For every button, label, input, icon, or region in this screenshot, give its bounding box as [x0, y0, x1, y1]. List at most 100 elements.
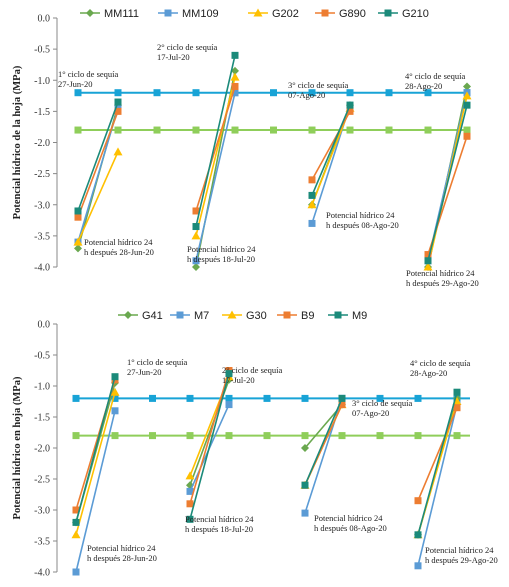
data-point [231, 51, 239, 59]
data-point [225, 370, 233, 378]
reference-marker [153, 126, 161, 134]
data-point [111, 373, 119, 381]
cycle-annotation: 4° ciclo de sequía 28-Ago-20 [410, 358, 471, 378]
legend-label: G890 [339, 8, 366, 20]
data-point [231, 66, 239, 75]
after-annotation: Potencial hídrico 24 h después 18-Jul-20 [185, 514, 254, 534]
reference-marker [414, 394, 422, 402]
legend-marker [321, 9, 329, 17]
after-annotation: Potencial hídrico 24 h después 29-Ago-20 [425, 545, 498, 565]
reference-marker [376, 394, 384, 402]
legend-marker [164, 9, 172, 17]
reference-marker [263, 432, 271, 440]
reference-marker [346, 89, 354, 97]
data-point [72, 518, 80, 526]
y-tick-label: -2.5 [34, 475, 50, 486]
legend-entry: G202 [248, 8, 299, 20]
data-point [114, 98, 122, 106]
y-tick-label: -1.0 [34, 76, 50, 87]
data-point [114, 107, 122, 115]
legend-label: MM109 [182, 8, 219, 20]
legend-label: M7 [194, 310, 209, 322]
data-point [74, 244, 82, 253]
legend-entry: M9 [328, 310, 367, 322]
data-point [192, 207, 200, 215]
legend-label: B9 [301, 310, 314, 322]
data-point [111, 407, 119, 415]
y-tick-label: -3.0 [34, 200, 50, 211]
data-point [225, 401, 233, 409]
reference-marker [270, 89, 277, 97]
series-line [75, 376, 116, 523]
reference-marker [74, 89, 82, 97]
legend-marker [227, 310, 237, 319]
reference-marker [225, 394, 233, 402]
legend-label: G210 [402, 8, 429, 20]
data-point [72, 506, 80, 514]
reference-marker [72, 432, 80, 440]
legend-marker [176, 311, 184, 319]
data-point [414, 531, 422, 539]
series-line [195, 76, 236, 237]
series-line [417, 407, 458, 502]
cycle-annotation: 1° ciclo de sequía 27-Jun-20 [127, 357, 188, 377]
data-point [186, 500, 194, 508]
reference-marker [192, 126, 200, 134]
reference-marker [225, 432, 233, 440]
data-point [414, 562, 422, 570]
legend-entry: G210 [378, 8, 429, 20]
data-point [301, 444, 309, 452]
y-tick-label: -2.5 [34, 169, 50, 180]
reference-marker [453, 432, 461, 440]
cycle-annotation: 3° ciclo de sequía 07-Ago-20 [352, 398, 413, 418]
legend-label: G202 [272, 8, 299, 20]
legend-marker [384, 9, 392, 17]
chart-1: 0.0 -0.5 -1.0 -1.5 -2.0 -2.5 -3.0 -3.5 -4.0 Poten… [12, 8, 479, 288]
legend-label: G41 [142, 310, 163, 322]
data-point [346, 101, 354, 109]
cycle-annotation: 1° ciclo de sequía 27-Jun-20 [58, 69, 119, 89]
legend-marker [124, 311, 132, 319]
data-point [301, 481, 309, 489]
series-line [195, 55, 236, 227]
legend-entry: G30 [222, 310, 267, 322]
data-point [192, 263, 200, 271]
data-point [71, 530, 81, 539]
data-point [74, 213, 82, 221]
y-tick-label: -4.0 [34, 568, 50, 579]
data-point [113, 147, 123, 156]
y-tick-label: -3.5 [34, 537, 50, 548]
data-point [230, 72, 240, 81]
data-point [453, 388, 461, 396]
data-point [72, 568, 80, 576]
legend-entry: MM109 [158, 8, 219, 20]
data-point [73, 237, 83, 246]
y-tick-label: 0.0 [38, 320, 51, 331]
y-tick-label: -3.5 [34, 231, 50, 242]
after-annotation: Potencial hídrico 24 h después 08-Ago-20 [314, 513, 387, 533]
data-point [463, 82, 471, 91]
series-line [195, 86, 236, 212]
data-point [463, 132, 471, 140]
cycle-annotation: 3° ciclo de sequía 07-Ago-20 [288, 80, 349, 100]
data-point [191, 231, 201, 240]
series-line [427, 104, 468, 261]
reference-marker [308, 126, 316, 134]
after-annotation: Potencial hídrico 24 h después 28-Jun-20 [87, 543, 157, 563]
reference-marker [74, 126, 82, 134]
series-line [417, 404, 458, 566]
legend-marker [283, 311, 291, 319]
series-line [77, 151, 119, 243]
reference-marker [114, 89, 122, 97]
reference-marker [149, 394, 156, 402]
reference-marker [424, 89, 432, 97]
legend-label: G30 [246, 310, 267, 322]
cycle-annotation: 2° ciclo de sequía 17-Jul-20 [157, 42, 218, 62]
data-point [453, 404, 461, 412]
y-tick-label: -0.5 [34, 351, 50, 362]
cycle-annotation: 4° ciclo de sequía 28-Ago-20 [405, 71, 466, 91]
data-point [346, 107, 354, 115]
legend-label: M9 [352, 310, 367, 322]
legend-entry: G41 [118, 310, 163, 322]
series-line [189, 373, 230, 520]
